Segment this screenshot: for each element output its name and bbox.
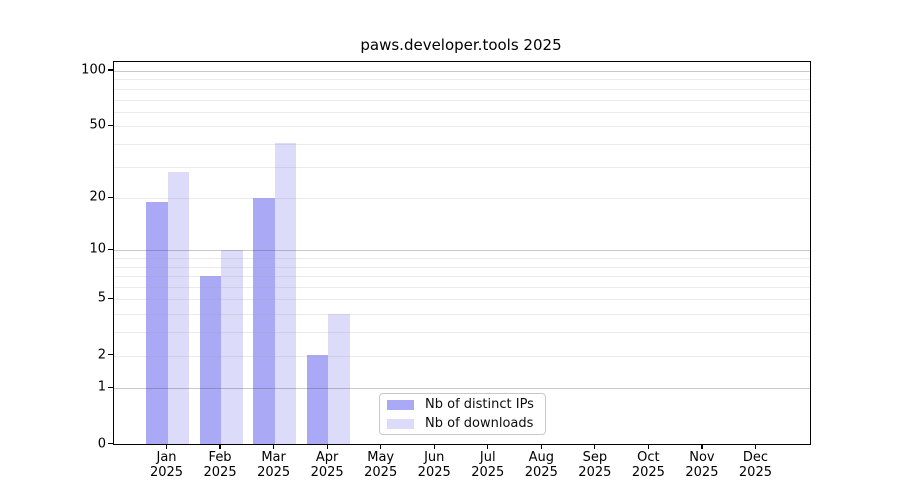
gridline-90 bbox=[114, 79, 810, 81]
y-tick-mark bbox=[108, 297, 113, 300]
x-tick-label-sep: Sep 2025 bbox=[578, 450, 612, 480]
x-tick-mark bbox=[273, 444, 275, 449]
x-tick-mark bbox=[594, 444, 596, 449]
gridline-100 bbox=[114, 71, 810, 72]
x-tick-mark bbox=[326, 444, 328, 449]
y-tick-mark bbox=[108, 69, 113, 71]
x-tick-label-nov: Nov 2025 bbox=[685, 450, 719, 480]
legend-label-distinct-ips: Nb of distinct IPs bbox=[425, 397, 534, 412]
x-tick-label-oct: Oct 2025 bbox=[631, 450, 665, 480]
x-tick-mark bbox=[433, 444, 435, 449]
chart-title: paws.developer.tools 2025 bbox=[360, 36, 562, 54]
x-tick-mark bbox=[380, 444, 382, 449]
legend-swatch-downloads-icon bbox=[387, 418, 414, 429]
gridline-70 bbox=[114, 99, 810, 101]
gridline-4 bbox=[114, 314, 810, 316]
y-tick-label-10: 10 bbox=[89, 241, 106, 257]
bar-jan-downloads bbox=[167, 171, 190, 444]
y-tick-label-1: 1 bbox=[97, 379, 106, 395]
x-tick-label-jan: Jan 2025 bbox=[149, 450, 184, 480]
x-tick-mark bbox=[701, 444, 703, 449]
gridline-20 bbox=[114, 198, 810, 200]
y-tick-mark bbox=[108, 124, 113, 126]
gridline-3 bbox=[114, 332, 810, 334]
gridline-8 bbox=[114, 266, 810, 268]
gridline-80 bbox=[114, 88, 810, 90]
y-tick-mark bbox=[108, 196, 113, 198]
gridline-5 bbox=[114, 299, 810, 301]
x-tick-label-jun: Jun 2025 bbox=[417, 450, 451, 480]
x-tick-label-dec: Dec 2025 bbox=[738, 450, 772, 480]
y-tick-label-20: 20 bbox=[89, 189, 106, 205]
x-tick-label-jul: Jul 2025 bbox=[471, 450, 505, 480]
gridline-6 bbox=[114, 287, 810, 289]
legend-label-downloads: Nb of downloads bbox=[425, 416, 534, 431]
bar-apr-downloads bbox=[328, 313, 350, 444]
legend-row-distinct-ips: Nb of distinct IPs bbox=[387, 397, 545, 412]
y-tick-mark bbox=[108, 353, 113, 356]
x-tick-label-apr: Apr 2025 bbox=[310, 450, 344, 480]
gridline-10 bbox=[114, 250, 810, 252]
y-tick-label-100: 100 bbox=[81, 62, 106, 78]
x-tick-mark bbox=[219, 444, 221, 449]
bar-mar-distinct-ips bbox=[253, 197, 275, 444]
y-tick-label-0: 0 bbox=[97, 436, 106, 451]
gridline-30 bbox=[114, 166, 810, 168]
bar-apr-distinct-ips bbox=[306, 355, 329, 444]
y-tick-label-2: 2 bbox=[97, 347, 106, 363]
plot-area bbox=[113, 61, 811, 445]
x-tick-label-mar: Mar 2025 bbox=[257, 450, 291, 480]
gridline-2 bbox=[114, 355, 810, 357]
legend: Nb of distinct IPs Nb of downloads bbox=[379, 393, 546, 435]
bar-feb-distinct-ips bbox=[199, 275, 222, 444]
y-tick-mark bbox=[108, 386, 113, 388]
y-tick-mark bbox=[108, 248, 113, 251]
legend-row-downloads: Nb of downloads bbox=[387, 416, 545, 431]
x-tick-label-may: May 2025 bbox=[364, 450, 398, 480]
gridline-9 bbox=[114, 258, 810, 260]
x-tick-mark bbox=[647, 444, 649, 449]
y-tick-label-50: 50 bbox=[89, 117, 106, 133]
y-tick-mark bbox=[108, 442, 113, 445]
gridline-1 bbox=[114, 388, 810, 390]
x-tick-mark bbox=[754, 444, 757, 449]
gridline-50 bbox=[114, 126, 810, 128]
x-tick-label-aug: Aug 2025 bbox=[524, 450, 558, 480]
bar-mar-downloads bbox=[274, 143, 297, 444]
legend-swatch-distinct-ips-icon bbox=[387, 399, 414, 410]
gridline-60 bbox=[114, 111, 810, 113]
x-tick-mark bbox=[540, 444, 542, 449]
x-tick-mark bbox=[487, 444, 489, 449]
y-tick-label-5: 5 bbox=[97, 290, 106, 306]
x-tick-label-feb: Feb 2025 bbox=[203, 450, 237, 480]
gridline-40 bbox=[114, 143, 810, 145]
x-tick-mark bbox=[165, 444, 168, 449]
gridline-7 bbox=[114, 276, 810, 278]
bar-jan-distinct-ips bbox=[146, 201, 168, 444]
bar-feb-downloads bbox=[221, 249, 243, 444]
